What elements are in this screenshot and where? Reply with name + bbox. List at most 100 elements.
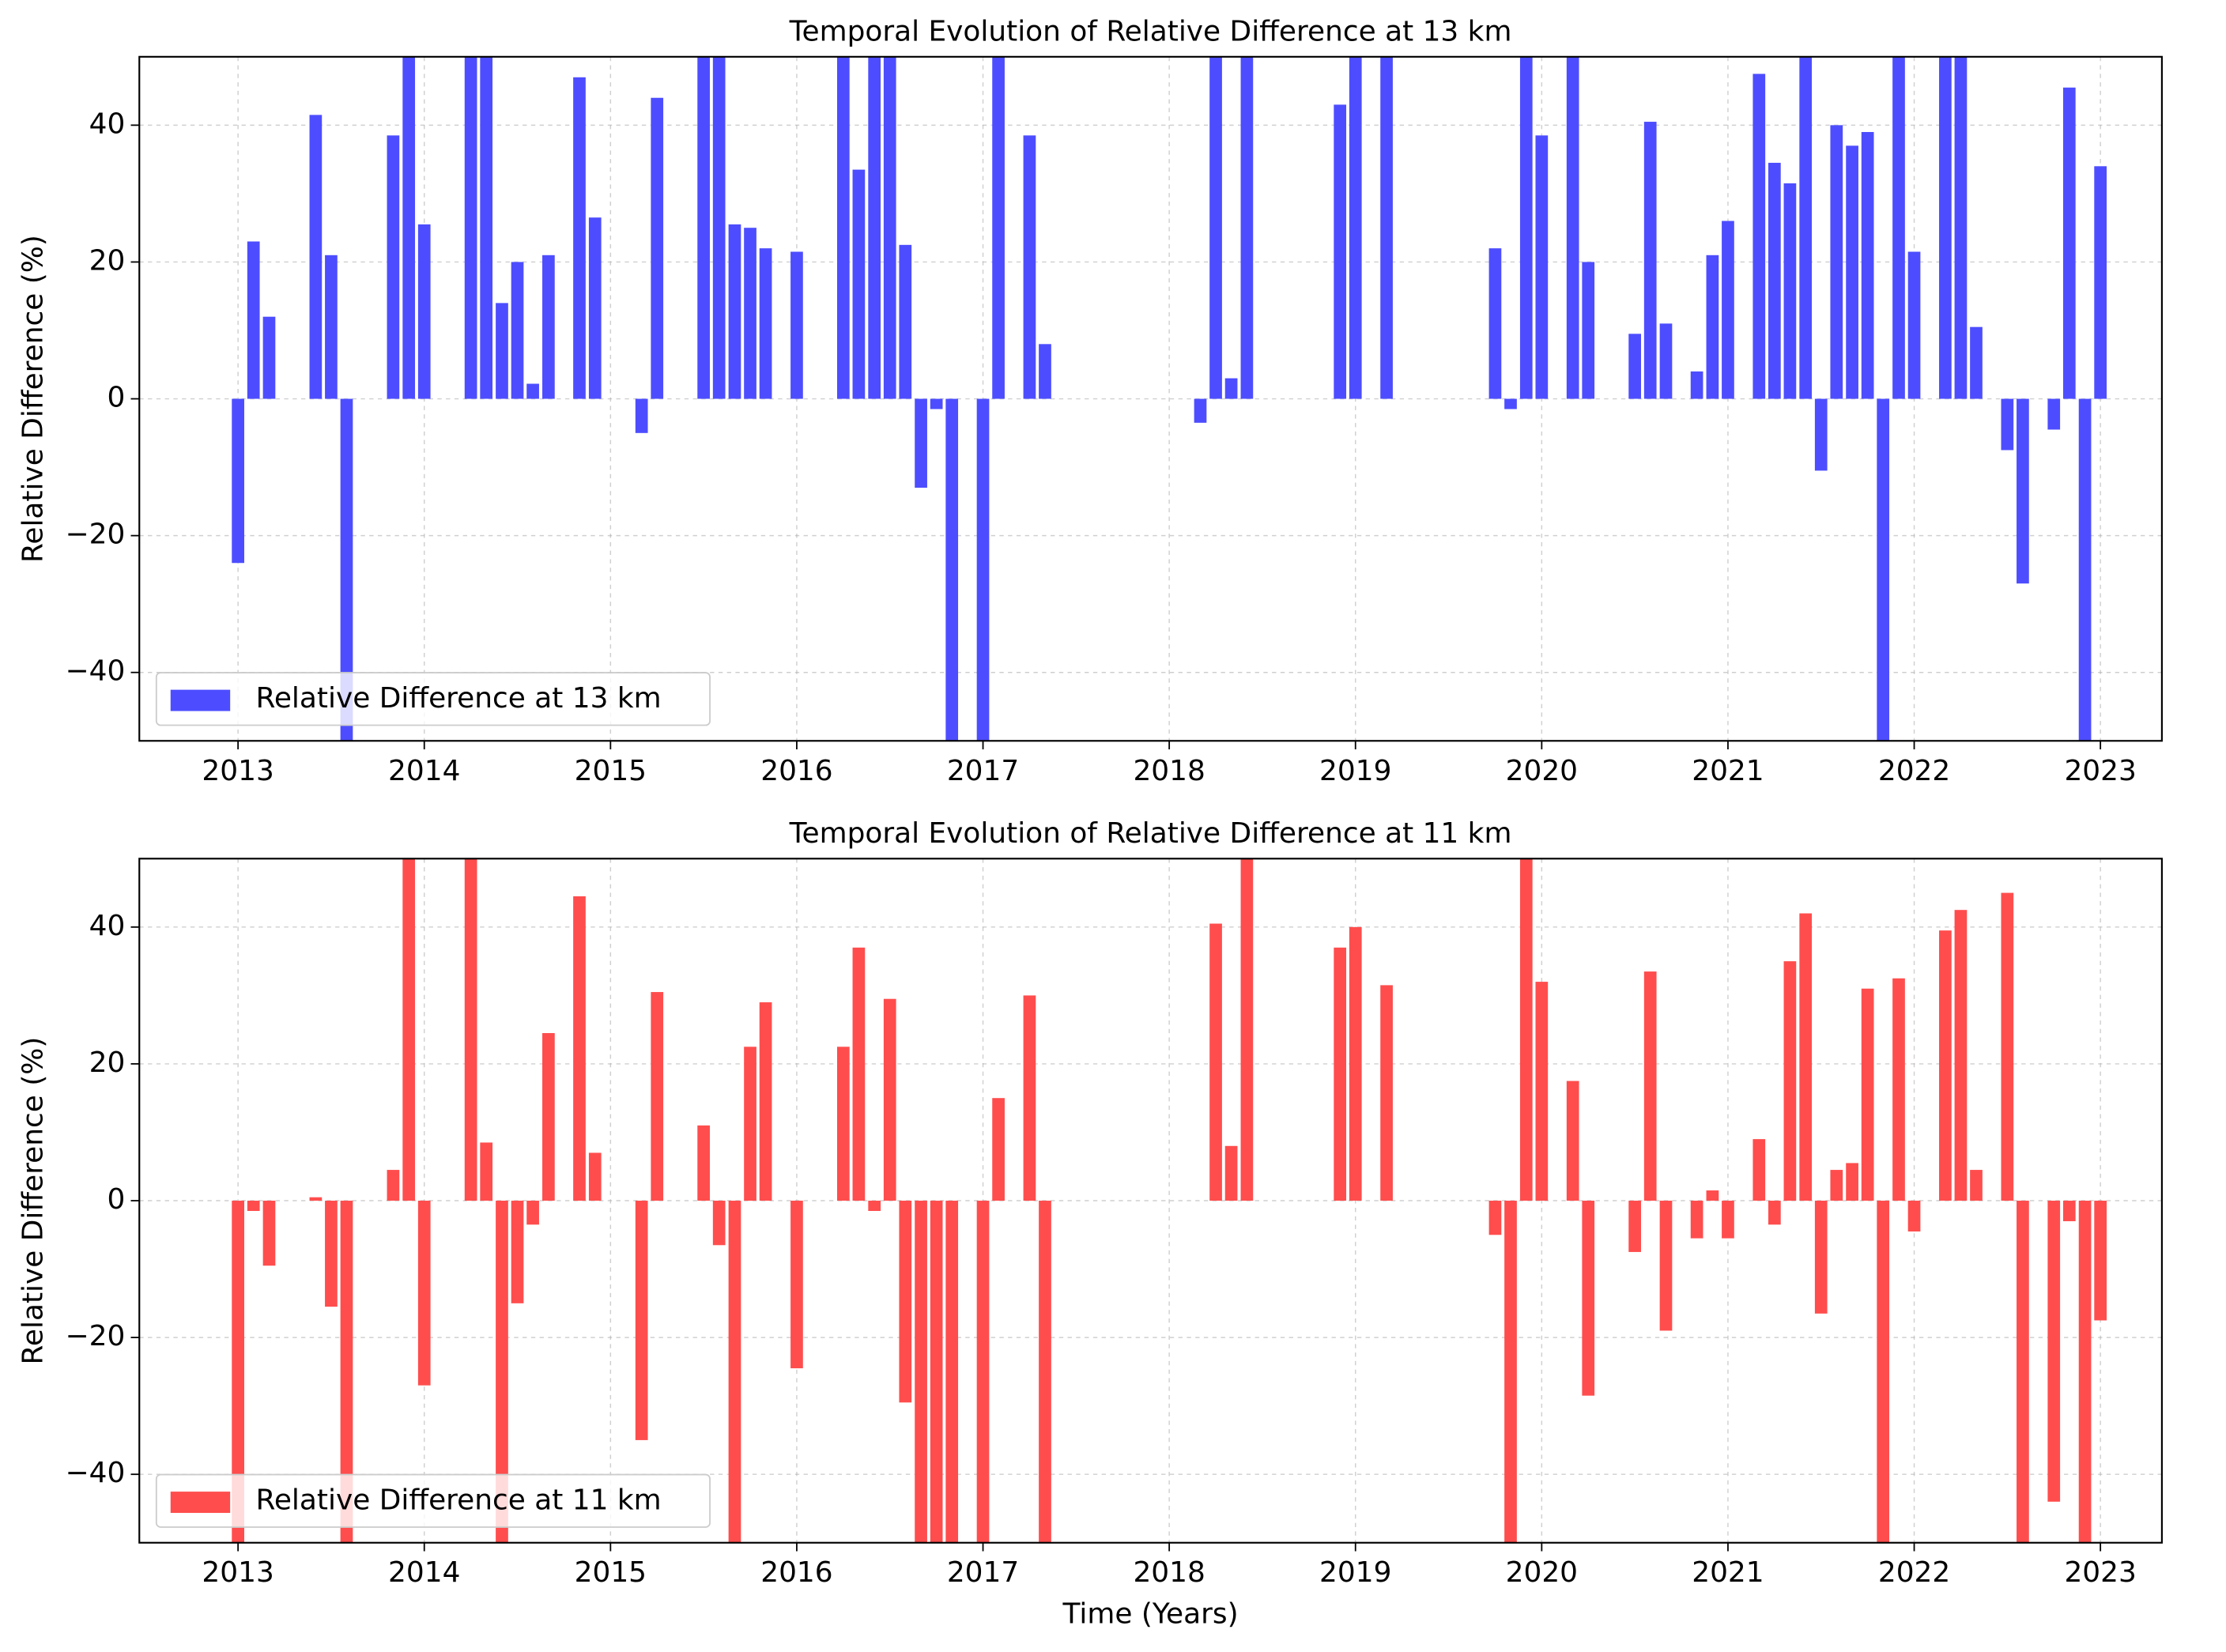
- bar: [759, 248, 772, 399]
- bar: [992, 1098, 1005, 1201]
- bar: [1240, 56, 1254, 399]
- bar: [883, 56, 896, 399]
- x-tick-label: 2021: [1692, 1556, 1764, 1589]
- bar: [651, 97, 664, 399]
- bar: [1504, 1201, 1517, 1543]
- bar: [1023, 135, 1036, 399]
- bar: [868, 1201, 881, 1212]
- bar: [1861, 132, 1874, 399]
- bar: [728, 224, 741, 399]
- bar: [1799, 56, 1813, 399]
- bar: [1846, 1163, 1858, 1201]
- bar: [1753, 74, 1766, 399]
- bar: [247, 1201, 260, 1212]
- bar: [1783, 183, 1797, 399]
- x-tick-label: 2020: [1506, 755, 1578, 787]
- bar: [1830, 125, 1843, 399]
- bar: [1907, 1201, 1921, 1231]
- bar: [1209, 56, 1222, 399]
- bar: [744, 228, 756, 399]
- bar: [1799, 913, 1813, 1201]
- subplot: Temporal Evolution of Relative Differenc…: [17, 817, 2163, 1630]
- bar: [852, 947, 866, 1201]
- bar: [464, 56, 477, 399]
- bar: [402, 858, 416, 1201]
- bar: [930, 1201, 943, 1543]
- bar: [542, 1032, 555, 1201]
- bar: [1209, 923, 1222, 1201]
- bar: [1861, 988, 1874, 1201]
- bar: [976, 398, 990, 741]
- bar: [915, 1201, 927, 1543]
- bar: [511, 262, 524, 399]
- x-tick-label: 2018: [1133, 1556, 1205, 1589]
- bar: [309, 115, 323, 399]
- bar: [945, 1201, 959, 1543]
- x-tick-label: 2017: [947, 755, 1019, 787]
- bar: [325, 255, 338, 399]
- chart-title: Temporal Evolution of Relative Differenc…: [789, 15, 1512, 47]
- bar: [992, 56, 1005, 399]
- x-tick-label: 2022: [1878, 1556, 1950, 1589]
- bar: [2094, 166, 2107, 399]
- bar: [712, 56, 726, 399]
- bar: [262, 1201, 276, 1266]
- bar: [417, 1201, 431, 1386]
- bar: [1939, 930, 1952, 1201]
- bar: [915, 398, 927, 488]
- bar: [1349, 926, 1362, 1201]
- bar: [1582, 262, 1595, 399]
- x-tick-label: 2019: [1319, 1556, 1391, 1589]
- bar: [899, 244, 912, 399]
- bar: [945, 398, 959, 741]
- bar: [836, 56, 850, 399]
- bar: [635, 1201, 648, 1440]
- bar: [417, 224, 431, 399]
- bars: [232, 858, 2107, 1543]
- x-tick-label: 2021: [1692, 755, 1764, 787]
- y-tick-label: 20: [89, 1047, 126, 1079]
- bar: [1768, 162, 1781, 399]
- bar: [1582, 1201, 1595, 1396]
- bars: [232, 56, 2107, 741]
- bar: [1690, 371, 1703, 399]
- bar: [1939, 56, 1952, 399]
- bar: [1768, 1201, 1781, 1225]
- y-tick-label: 20: [89, 244, 126, 277]
- bar: [340, 398, 353, 741]
- bar: [883, 998, 896, 1201]
- y-tick-label: −20: [66, 1320, 126, 1352]
- bar: [1954, 910, 1968, 1201]
- x-tick-label: 2015: [575, 755, 647, 787]
- y-tick-label: 40: [89, 107, 126, 140]
- y-tick-label: −40: [66, 1457, 126, 1489]
- bar: [852, 169, 866, 399]
- bar: [387, 1170, 400, 1201]
- bar: [1706, 1190, 1719, 1201]
- legend-box: [155, 1473, 711, 1528]
- bar: [309, 1197, 323, 1201]
- x-tick-label: 2013: [202, 755, 274, 787]
- bar: [744, 1047, 756, 1201]
- x-tick-label: 2019: [1319, 755, 1391, 787]
- bar: [2001, 892, 2014, 1201]
- bar: [1830, 1170, 1843, 1201]
- bar: [588, 1152, 602, 1201]
- bar: [1224, 1145, 1238, 1201]
- bar: [1877, 398, 1890, 741]
- bar: [340, 1201, 353, 1543]
- x-tick-label: 2023: [2064, 755, 2136, 787]
- bar: [1240, 858, 1254, 1201]
- bar: [2062, 87, 2076, 399]
- chart-title: Temporal Evolution of Relative Differenc…: [789, 817, 1512, 850]
- bar: [1722, 221, 1734, 399]
- x-tick-label: 2016: [760, 1556, 832, 1589]
- bar: [1628, 334, 1641, 399]
- x-tick-label: 2014: [388, 755, 460, 787]
- bar: [1970, 326, 1983, 399]
- bar: [697, 56, 710, 399]
- bar: [1690, 1201, 1703, 1239]
- bar: [1334, 104, 1347, 399]
- bar: [464, 858, 477, 1201]
- bar: [1892, 56, 1905, 399]
